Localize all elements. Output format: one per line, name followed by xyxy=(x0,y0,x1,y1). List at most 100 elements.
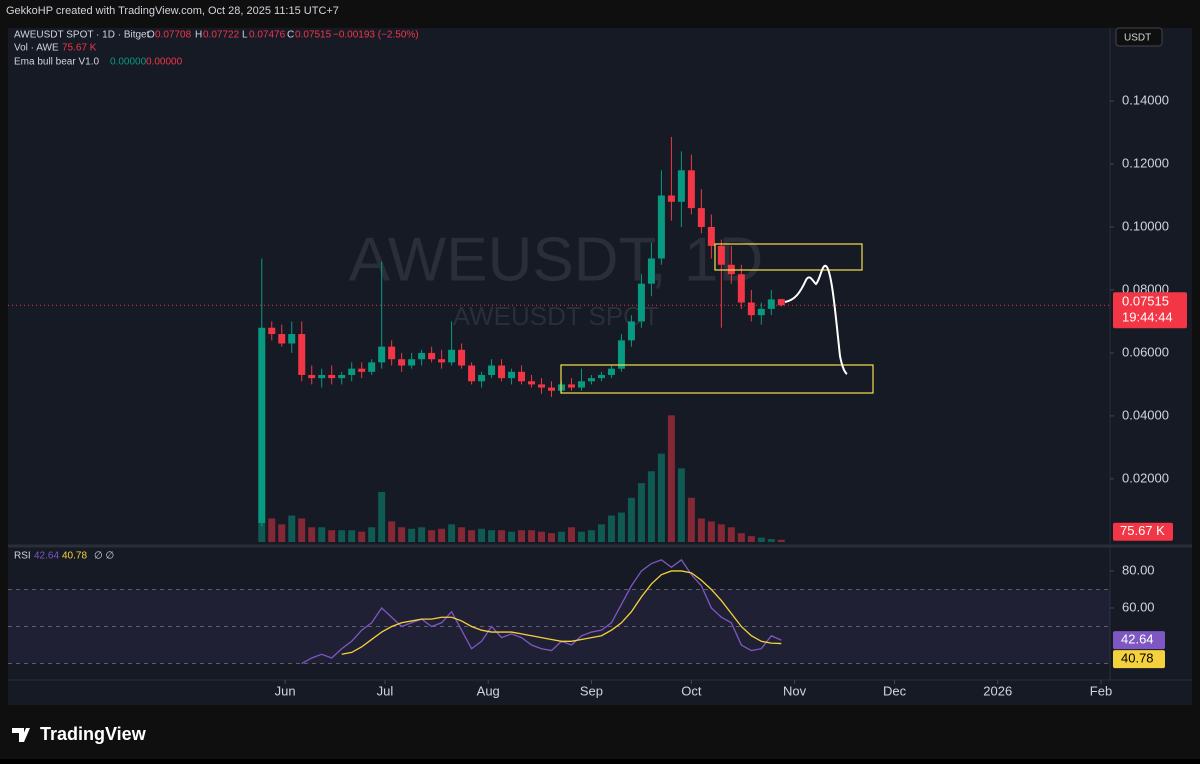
volume-bar xyxy=(478,528,486,542)
x-tick-label: Dec xyxy=(883,683,907,698)
candle-body xyxy=(318,374,326,379)
rsi-tick-label: 60.00 xyxy=(1122,599,1155,614)
last-rsi-ma-box xyxy=(1113,650,1165,669)
candle-body xyxy=(657,195,665,259)
volume-bar xyxy=(767,539,775,542)
x-tick-label: 2026 xyxy=(983,683,1012,698)
volume-bar xyxy=(697,518,705,542)
rsi-name: RSI xyxy=(14,551,31,562)
close: 0.07515 xyxy=(295,30,332,41)
volume-bar xyxy=(757,537,765,542)
last-volume-box xyxy=(1113,522,1173,541)
candle-body xyxy=(737,274,745,303)
volume-bar xyxy=(378,491,386,542)
volume-bar xyxy=(597,524,605,542)
volume-bar xyxy=(488,530,496,542)
volume-bar xyxy=(617,512,625,542)
candle-body xyxy=(647,258,655,284)
y-tick-label: 0.04000 xyxy=(1122,407,1169,422)
volume-bar xyxy=(518,530,526,542)
volume-bar xyxy=(657,453,665,542)
candle-body xyxy=(308,374,316,379)
volume-bar xyxy=(607,515,615,542)
volume-bar xyxy=(358,531,366,542)
candle-body xyxy=(368,362,376,372)
volume-bar xyxy=(587,530,595,542)
candle-body xyxy=(747,302,755,316)
y-tick-label: 0.10000 xyxy=(1122,218,1169,233)
candle-body xyxy=(478,374,486,382)
candle-body xyxy=(288,334,296,344)
volume-bar xyxy=(328,530,336,542)
x-tick-label: Nov xyxy=(783,683,807,698)
candle-body xyxy=(777,299,785,306)
volume-bar xyxy=(667,415,675,542)
rsi-ma-line xyxy=(341,570,782,655)
open: 0.07708 xyxy=(155,30,192,41)
vol-value: 75.67 K xyxy=(62,43,97,54)
volume-bar xyxy=(418,527,426,542)
candle-body xyxy=(617,340,625,369)
volume-bar xyxy=(548,533,556,542)
candle-body xyxy=(278,334,286,344)
candle-body xyxy=(458,349,466,366)
candle-body xyxy=(597,374,605,379)
low: 0.07476 xyxy=(249,30,286,41)
ema-bear: 0.00000 xyxy=(146,57,183,68)
last-price: 0.07515 xyxy=(1122,294,1169,309)
volume-bar xyxy=(498,530,506,542)
candle-body xyxy=(577,381,585,388)
volume-bar xyxy=(278,524,286,542)
x-tick-label: Sep xyxy=(580,683,603,698)
candle-body xyxy=(518,371,526,382)
volume-bar xyxy=(627,497,635,542)
x-tick-label: Aug xyxy=(477,683,500,698)
volume-bar xyxy=(747,536,755,542)
candle-body xyxy=(687,170,695,209)
volume-bar xyxy=(318,527,326,542)
candle-body xyxy=(438,359,446,363)
x-tick-label: Jul xyxy=(377,683,394,698)
rsi-value: 42.64 xyxy=(34,551,59,562)
o-key: O xyxy=(147,30,155,41)
legend: AWEUSDT SPOT · 1D · Bitget O 0.07708 H 0… xyxy=(14,30,419,562)
symbol: AWEUSDT SPOT · 1D · Bitget xyxy=(14,30,150,41)
x-tick-label: Feb xyxy=(1090,683,1112,698)
candle-body xyxy=(338,374,346,379)
candle-body xyxy=(767,299,775,309)
volume-bar xyxy=(687,497,695,542)
l-key: L xyxy=(242,30,248,41)
countdown: 19:44:44 xyxy=(1122,310,1173,325)
candle-body xyxy=(717,245,725,265)
currency-box[interactable] xyxy=(1115,27,1163,47)
candle-body xyxy=(328,374,336,379)
candle-body xyxy=(548,387,556,391)
watermark-sub: AWEUSDT SPOT xyxy=(453,301,660,331)
volume-bar xyxy=(458,527,466,542)
candle-body xyxy=(258,327,266,523)
volume-bar xyxy=(707,521,715,542)
volume-bar xyxy=(298,518,306,542)
high: 0.07722 xyxy=(203,30,240,41)
plot: Jun Jul Aug Sep Oct Nov Dec 2026 Feb 0.02000 0.040… xyxy=(8,92,1169,698)
candle-body xyxy=(428,352,436,360)
candle-body xyxy=(408,359,416,366)
candle-body xyxy=(757,308,765,316)
volume-bar xyxy=(647,471,655,542)
volume-bar xyxy=(258,521,266,542)
volume-bar xyxy=(438,528,446,542)
y-tick-label: 0.14000 xyxy=(1122,92,1169,107)
last-rsi-ma: 40.78 xyxy=(1121,651,1154,666)
candle-body xyxy=(528,381,536,385)
chart-area xyxy=(8,28,1192,705)
currency[interactable]: USDT xyxy=(1124,33,1151,44)
support-zone xyxy=(560,364,874,394)
volume-bar xyxy=(567,527,575,542)
resistance-zone xyxy=(714,243,863,271)
x-tick-label: Jun xyxy=(275,683,296,698)
candle-body xyxy=(468,365,476,382)
projection-path xyxy=(784,264,848,375)
last-volume: 75.67 K xyxy=(1120,523,1165,538)
volume-bar xyxy=(338,530,346,542)
